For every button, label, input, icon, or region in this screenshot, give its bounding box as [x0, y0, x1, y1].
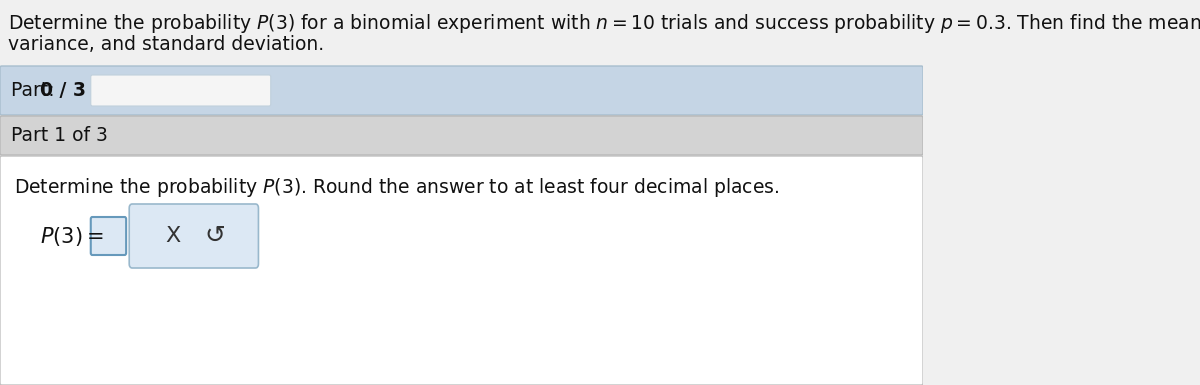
Text: Determine the probability $P(3)$. Round the answer to at least four decimal plac: Determine the probability $P(3)$. Round …	[14, 176, 779, 199]
FancyBboxPatch shape	[91, 75, 271, 106]
FancyBboxPatch shape	[130, 204, 258, 268]
FancyBboxPatch shape	[0, 116, 923, 155]
Text: Determine the probability $P(3)$ for a binomial experiment with $n=10$ trials an: Determine the probability $P(3)$ for a b…	[7, 12, 1200, 35]
Text: variance, and standard deviation.: variance, and standard deviation.	[7, 35, 324, 54]
Text: X: X	[166, 226, 180, 246]
Text: Part:: Part:	[11, 81, 60, 100]
Text: $P(3)=$: $P(3)=$	[40, 224, 103, 248]
FancyBboxPatch shape	[0, 66, 923, 115]
FancyBboxPatch shape	[0, 0, 923, 70]
FancyBboxPatch shape	[91, 217, 126, 255]
FancyBboxPatch shape	[0, 156, 923, 385]
Text: Part 1 of 3: Part 1 of 3	[11, 126, 108, 145]
Text: 0 / 3: 0 / 3	[40, 81, 86, 100]
Text: ↺: ↺	[204, 224, 226, 248]
